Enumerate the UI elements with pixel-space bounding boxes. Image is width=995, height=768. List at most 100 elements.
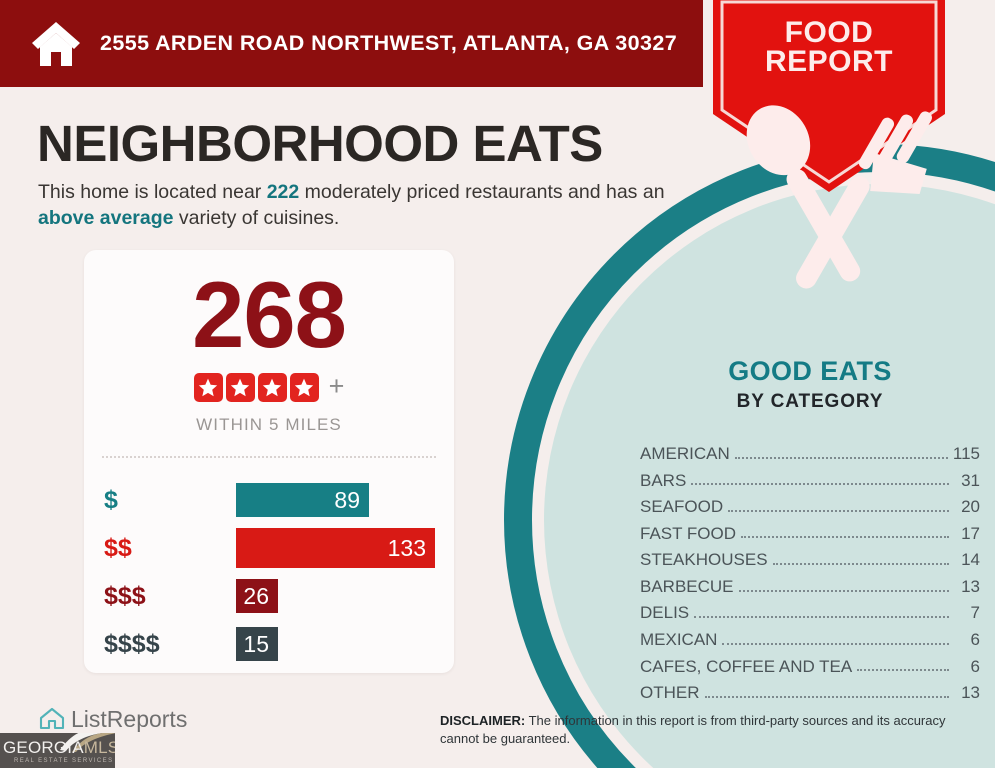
category-leader-dots	[694, 616, 949, 619]
ribbon-line-2: REPORT	[764, 45, 893, 79]
house-outline-icon	[39, 707, 65, 730]
category-leader-dots	[772, 562, 949, 565]
mls-tagline: REAL ESTATE SERVICES	[14, 758, 114, 764]
star-icon	[289, 373, 319, 402]
listreports-wordmark: ListReports	[71, 705, 188, 732]
category-count: 115	[952, 443, 980, 463]
category-list: AMERICAN 115 BARS 31 SEAFOOD 20 FAST FOOD 17 STE…	[640, 437, 980, 703]
category-count: 7	[970, 603, 980, 623]
category-row: STEAKHOUSES 14	[640, 543, 980, 570]
restaurant-count-card: 268 + WITHIN 5 MILES $89 $$ 133 $$$ 26 $$$$ 15	[84, 250, 454, 673]
price-bar-track: 89	[236, 476, 454, 524]
price-bar-row: $$ 133	[84, 524, 454, 572]
category-leader-dots	[728, 509, 949, 512]
category-count: 14	[961, 550, 980, 570]
house-icon	[32, 21, 80, 66]
category-leader-dots	[734, 456, 948, 459]
subtitle-highlight-count: 222	[266, 181, 300, 203]
category-name: CAFES, COFFEE AND TEA	[640, 656, 853, 676]
disclaimer-text: The information in this report is from t…	[440, 713, 946, 747]
category-leader-dots	[722, 642, 949, 645]
page-title: NEIGHBORHOOD EATS	[37, 115, 603, 172]
category-count: 20	[961, 497, 980, 517]
price-bar-track: 133	[236, 524, 454, 572]
listreports-logo: ListReports	[38, 706, 187, 732]
price-bar-track: 15	[236, 620, 454, 668]
category-row: SEAFOOD 20	[640, 490, 980, 517]
mls-wordmark-primary: GEORGIA	[3, 738, 84, 757]
disclaimer-label: DISCLAIMER:	[440, 713, 526, 728]
category-row: BARBECUE 13	[640, 570, 980, 597]
rating-plus-sign: +	[328, 371, 345, 401]
category-name: FAST FOOD	[640, 523, 737, 543]
restaurant-count: 268	[192, 262, 347, 367]
georgia-mls-watermark: GEORGIAMLS REAL ESTATE SERVICES	[0, 733, 115, 768]
subtitle-part-2: moderately priced restaurants and has an	[299, 181, 665, 203]
category-leader-dots	[741, 536, 949, 539]
price-bar: 15	[236, 627, 278, 661]
mls-wordmark: GEORGIAMLS	[3, 739, 115, 756]
category-row: DELIS 7	[640, 597, 980, 624]
good-eats-title: GOOD EATS	[728, 356, 892, 386]
price-level-bar-chart: $89 $$ 133 $$$ 26 $$$$ 15	[84, 476, 454, 668]
category-leader-dots	[691, 483, 949, 486]
spoon-fork-icon	[746, 105, 932, 289]
category-row: BARS 31	[640, 464, 980, 491]
price-bar: 89	[236, 483, 369, 517]
header-bar: 2555 ARDEN ROAD NORTHWEST, ATLANTA, GA 3…	[0, 0, 703, 87]
subtitle-part-1: This home is located near	[38, 181, 267, 203]
category-count: 6	[970, 656, 980, 676]
star-icon	[193, 373, 223, 402]
price-bar: 133	[236, 528, 435, 568]
food-report-ribbon: FOOD REPORT	[713, 0, 945, 289]
category-row: OTHER 13	[640, 676, 980, 703]
category-name: MEXICAN	[640, 630, 718, 650]
price-bar-row: $$$ 26	[84, 572, 454, 620]
ribbon-line-1: FOOD	[784, 16, 874, 49]
category-count: 6	[970, 630, 980, 650]
category-count: 13	[961, 683, 980, 703]
price-bar-label: $$$$	[104, 629, 160, 658]
card-divider	[102, 456, 436, 458]
good-eats-subtitle: BY CATEGORY	[736, 391, 884, 412]
ribbon-title: FOOD REPORT	[713, 16, 945, 79]
price-bar-label: $	[104, 485, 118, 514]
within-radius-label: WITHIN 5 MILES	[196, 415, 342, 434]
category-row: AMERICAN 115	[640, 437, 980, 464]
category-count: 13	[961, 576, 980, 596]
star-rating: +	[84, 373, 454, 402]
category-name: OTHER	[640, 683, 700, 703]
category-leader-dots	[738, 589, 949, 592]
price-bar-track: 26	[236, 572, 454, 620]
category-name: DELIS	[640, 603, 690, 623]
category-name: BARBECUE	[640, 576, 734, 596]
price-bar-label: $$	[104, 533, 132, 562]
mls-swoosh-icon	[60, 733, 115, 752]
price-bar: 26	[236, 579, 278, 613]
price-bar-row: $$$$ 15	[84, 620, 454, 668]
header-content: 2555 ARDEN ROAD NORTHWEST, ATLANTA, GA 3…	[30, 0, 677, 87]
price-bar-row: $89	[84, 476, 454, 524]
star-icon	[257, 373, 287, 402]
star-icon	[225, 373, 255, 402]
category-row: CAFES, COFFEE AND TEA 6	[640, 650, 980, 677]
mls-wordmark-secondary: MLS	[83, 738, 115, 757]
category-row: FAST FOOD 17	[640, 517, 980, 544]
category-name: BARS	[640, 470, 687, 490]
disclaimer: DISCLAIMER: The information in this repo…	[440, 712, 985, 749]
page-subtitle: This home is located near 222 moderately…	[38, 180, 718, 231]
price-bar-label: $$$	[104, 581, 146, 610]
category-leader-dots	[857, 669, 949, 672]
subtitle-highlight-variety: above average	[38, 206, 174, 229]
category-name: STEAKHOUSES	[640, 550, 768, 570]
category-row: MEXICAN 6	[640, 623, 980, 650]
subtitle-part-3: variety of cuisines.	[173, 206, 340, 229]
category-leader-dots	[704, 695, 949, 698]
category-name: SEAFOOD	[640, 497, 724, 517]
property-address: 2555 ARDEN ROAD NORTHWEST, ATLANTA, GA 3…	[100, 30, 678, 55]
category-count: 17	[961, 523, 980, 543]
good-eats-panel: GOOD EATS BY CATEGORY AMERICAN 115 BARS 31 S…	[640, 358, 980, 703]
category-name: AMERICAN	[640, 443, 730, 463]
category-count: 31	[961, 470, 980, 490]
